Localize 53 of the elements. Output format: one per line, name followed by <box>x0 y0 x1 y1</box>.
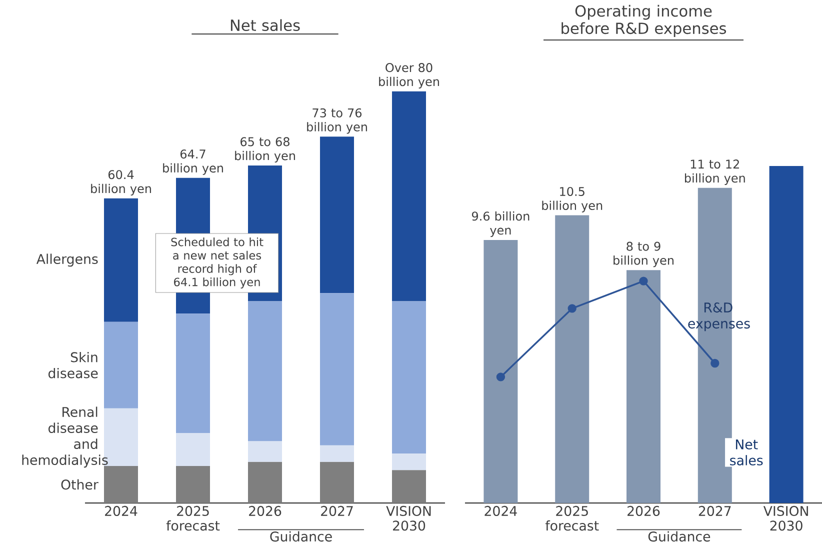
bar <box>392 454 426 470</box>
data-label: 10.5 billion yen <box>542 186 602 212</box>
x-tick-label: 2024 <box>105 506 138 516</box>
text: Guidance <box>270 531 332 542</box>
bar <box>320 293 354 446</box>
point <box>639 276 648 286</box>
bar <box>248 441 282 462</box>
annotation: 65 to 68 billion yen <box>235 137 295 163</box>
bar <box>176 314 210 434</box>
x-tick-label: 2027 <box>698 506 731 516</box>
annotation: 73 to 76 billion yen <box>307 108 367 134</box>
series-label: Allergens <box>36 254 98 267</box>
bar <box>176 433 210 466</box>
bar <box>248 462 282 503</box>
point <box>568 304 576 313</box>
series-label: Net sales <box>730 439 763 466</box>
x-tick-label: VISION 2030 <box>386 506 431 531</box>
annotation: 64.7 billion yen <box>163 149 223 175</box>
bar <box>555 215 590 503</box>
bar <box>392 470 426 503</box>
point <box>496 372 506 382</box>
bar <box>626 270 660 503</box>
bar <box>392 91 426 302</box>
point <box>710 358 720 368</box>
chart-title: Operating income before R&D expenses <box>562 4 726 38</box>
bar <box>104 198 138 322</box>
text: Guidance <box>648 531 710 542</box>
x-tick-label: 2026 <box>628 506 660 516</box>
bar <box>320 462 354 503</box>
series-label: Skin disease <box>48 352 98 378</box>
data-label: 11 to 12 billion yen <box>684 160 745 185</box>
x-tick-label: 2027 <box>321 506 353 516</box>
bar <box>392 301 426 454</box>
bar <box>484 240 518 503</box>
bar <box>320 445 354 462</box>
annotation: Over 80 billion yen <box>379 63 439 88</box>
bar <box>320 136 354 294</box>
bar <box>248 301 282 442</box>
x-tick-label: 2024 <box>484 506 517 516</box>
bar <box>176 466 210 503</box>
x-tick-label: 2025 forecast <box>545 506 599 531</box>
data-label: 8 to 9 billion yen <box>614 242 674 268</box>
bar <box>104 322 138 408</box>
data-label: 9.6 billion yen <box>472 211 530 238</box>
series-label: Renal disease and hemodialysis <box>22 406 108 468</box>
annotation: 60.4 billion yen <box>91 170 151 196</box>
chart-title: Net sales <box>230 19 300 32</box>
bar <box>769 166 804 503</box>
x-tick-label: VISION 2030 <box>763 506 808 531</box>
series-label: Other <box>61 479 98 490</box>
annotation: Scheduled to hit a new net sales record high of 64.1 billion yen <box>171 238 264 288</box>
x-tick-label: 2026 <box>249 506 282 516</box>
x-tick-label: 2025 forecast <box>166 506 220 531</box>
